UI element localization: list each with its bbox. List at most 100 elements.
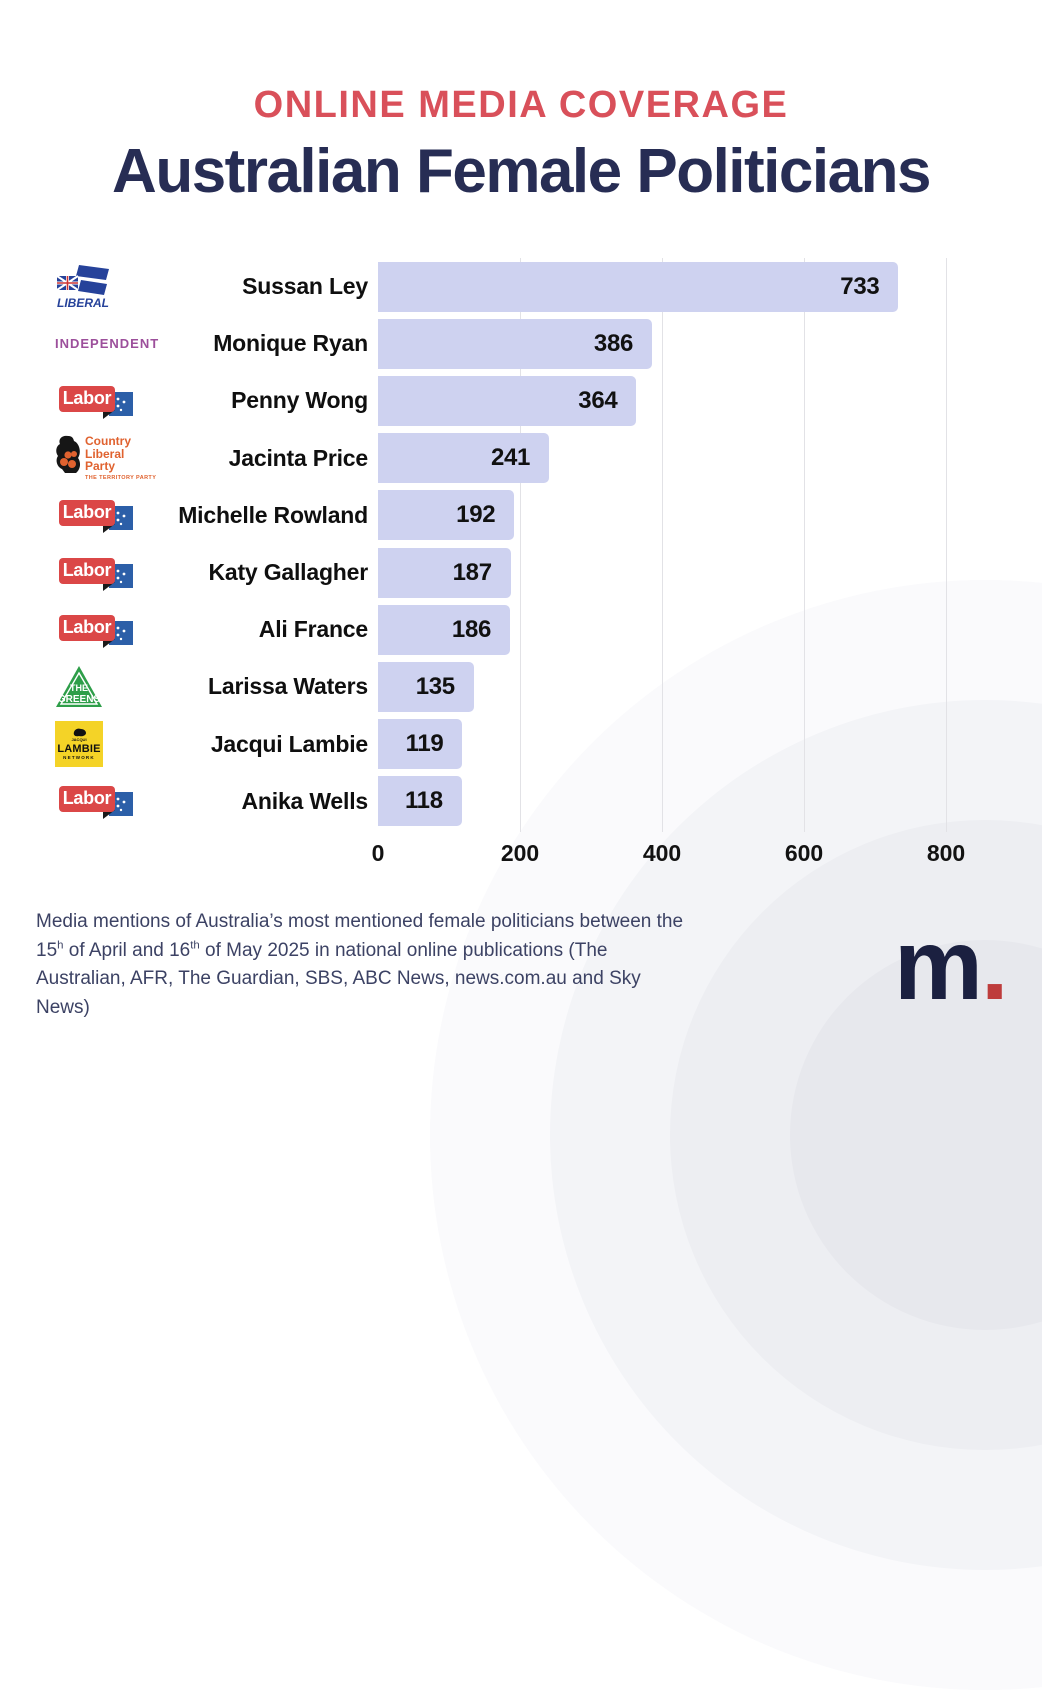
source-note-sup1: h [57,939,64,952]
bar-value-label: 186 [451,615,492,643]
bar-row-jacinta-price: Country Liberal Party THE TERRITORY PART… [55,430,990,487]
labor-logo-text: Labor [59,614,115,641]
greens-party-logo: THE GREENS [56,665,102,707]
labor-logo-fold [103,581,115,591]
mention-bar: 733 [378,261,899,312]
party-logo-cell: Labor [55,611,170,649]
svg-text:GREENS: GREENS [58,694,101,705]
independent-label: INDEPENDENT [55,336,160,352]
lambie-logo-top: JACQUI [71,737,87,743]
politician-name: Larissa Waters [208,673,368,700]
x-tick-400: 400 [642,840,682,866]
bar-value-label: 733 [840,272,880,300]
clp-line1: Country [85,434,131,449]
lambie-logo-main: LAMBIE [57,743,101,756]
source-note: Media mentions of Australia’s most menti… [36,908,691,1022]
labor-party-logo: Labor [55,496,133,534]
bar-value-label: 192 [456,501,496,529]
x-tick-200: 200 [500,840,540,866]
eyebrow-title: ONLINE MEDIA COVERAGE [253,84,789,126]
x-tick-0: 0 [371,840,385,866]
mention-bar: 118 [378,776,462,827]
lambie-logo-sub: NETWORK [63,755,95,761]
chart-rows: LIBERAL Sussan Ley 733 INDEPENDENT Moniq… [55,258,990,830]
lambie-network-logo: JACQUI LAMBIE NETWORK [55,721,103,768]
politician-name: Ali France [258,616,368,643]
party-logo-cell: LIBERAL [55,264,170,310]
labor-logo-text: Labor [59,385,115,412]
politician-name: Penny Wong [231,387,368,414]
x-tick-600: 600 [784,840,824,866]
labor-logo-fold [103,810,115,820]
clp-line2: Liberal [85,446,125,461]
gridline-overlay [378,258,947,832]
country-liberal-party-logo: Country Liberal Party THE TERRITORY PART… [55,435,167,481]
bar-track: 119 [378,719,985,770]
clp-logo-text: Country Liberal Party THE TERRITORY PART… [85,435,156,481]
australia-map-icon [73,728,86,737]
bar-track: 192 [378,490,985,541]
politician-name: Jacinta Price [228,444,369,471]
source-note-part2: of April and 16 [63,939,191,961]
bar-row-jacqui-lambie: JACQUI LAMBIE NETWORK Jacqui Lambie 119 [55,716,990,773]
bar-track: 364 [378,375,985,426]
mention-bar: 364 [378,375,637,426]
party-logo-cell: INDEPENDENT [55,336,170,351]
x-axis: 0 200 400 600 800 [55,836,990,872]
brand-logo: m. [894,908,1024,1021]
bar-row-penny-wong: Labor Penny Wong 364 [55,372,990,429]
clp-buffalo-icon [56,436,81,474]
bar-row-sussan-ley: LIBERAL Sussan Ley 733 [55,258,990,315]
bar-row-monique-ryan: INDEPENDENT Monique Ryan 386 [55,315,990,372]
politician-name: Sussan Ley [242,273,368,300]
bar-track: 186 [378,604,985,655]
bar-value-label: 364 [578,386,618,414]
source-note-sup2: th [190,939,200,952]
bar-chart: LIBERAL Sussan Ley 733 INDEPENDENT Moniq… [55,258,990,878]
bar-track: 241 [378,433,985,484]
mention-bar: 119 [378,719,463,770]
party-logo-cell: Country Liberal Party THE TERRITORY PART… [55,435,170,481]
svg-text:LIBERAL: LIBERAL [57,296,109,310]
gridline-600 [804,258,805,832]
labor-party-logo: Labor [55,782,133,820]
source-note-part1: Media mentions of Australia’s most menti… [36,911,684,961]
labor-logo-fold [103,638,115,648]
bar-row-ali-france: Labor Ali France 186 [55,601,990,658]
gridline-800 [946,258,947,832]
labor-logo-fold [103,409,115,419]
party-logo-cell: THE GREENS [55,665,170,709]
politician-name: Jacqui Lambie [210,730,368,757]
source-note-part3: of May 2025 in national online publicati… [36,939,641,1018]
clp-subtitle: THE TERRITORY PARTY [85,475,157,482]
party-logo-cell: Labor [55,382,170,420]
gridline-400 [662,258,663,832]
mention-bar: 386 [378,318,653,369]
mention-bar: 241 [378,433,550,484]
bar-value-label: 187 [452,558,492,586]
politician-name: Anika Wells [241,787,369,814]
bar-value-label: 241 [490,444,531,472]
brand-logo-m: m [894,909,983,1021]
bar-row-larissa-waters: THE GREENS Larissa Waters 135 [55,658,990,715]
party-logo-cell: JACQUI LAMBIE NETWORK [55,721,170,768]
labor-party-logo: Labor [55,554,133,592]
politician-name: Katy Gallagher [208,559,368,586]
bar-value-label: 135 [415,672,455,700]
bar-track: 386 [378,318,985,369]
bar-row-katy-gallagher: Labor Katy Gallagher 187 [55,544,990,601]
labor-party-logo: Labor [55,382,133,420]
bar-value-label: 386 [593,329,634,357]
labor-logo-fold [103,524,115,534]
clp-line3: Party [85,459,116,474]
politician-name: Michelle Rowland [178,501,368,528]
bar-track: 187 [378,547,985,598]
bar-track: 118 [378,776,985,827]
labor-party-logo: Labor [55,611,133,649]
party-logo-cell: Labor [55,554,170,592]
mention-bar: 135 [378,661,474,712]
politician-name: Monique Ryan [213,330,368,357]
bar-row-anika-wells: Labor Anika Wells 118 [55,773,990,830]
labor-logo-text: Labor [59,557,115,584]
bar-track: 135 [378,661,985,712]
